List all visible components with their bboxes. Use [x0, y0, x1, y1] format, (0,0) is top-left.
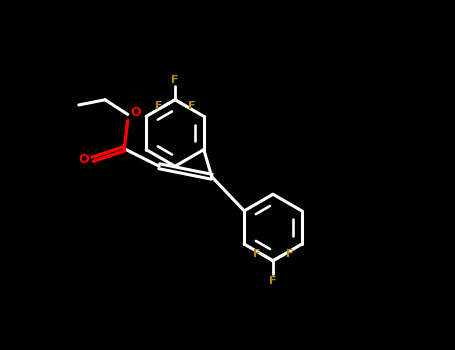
Text: O: O — [131, 106, 141, 119]
Text: O: O — [78, 153, 89, 167]
Text: F: F — [171, 75, 179, 85]
Text: F: F — [286, 249, 293, 259]
Text: F: F — [187, 102, 195, 111]
Text: F: F — [155, 102, 162, 111]
Text: F: F — [253, 249, 260, 259]
Text: F: F — [269, 276, 277, 286]
